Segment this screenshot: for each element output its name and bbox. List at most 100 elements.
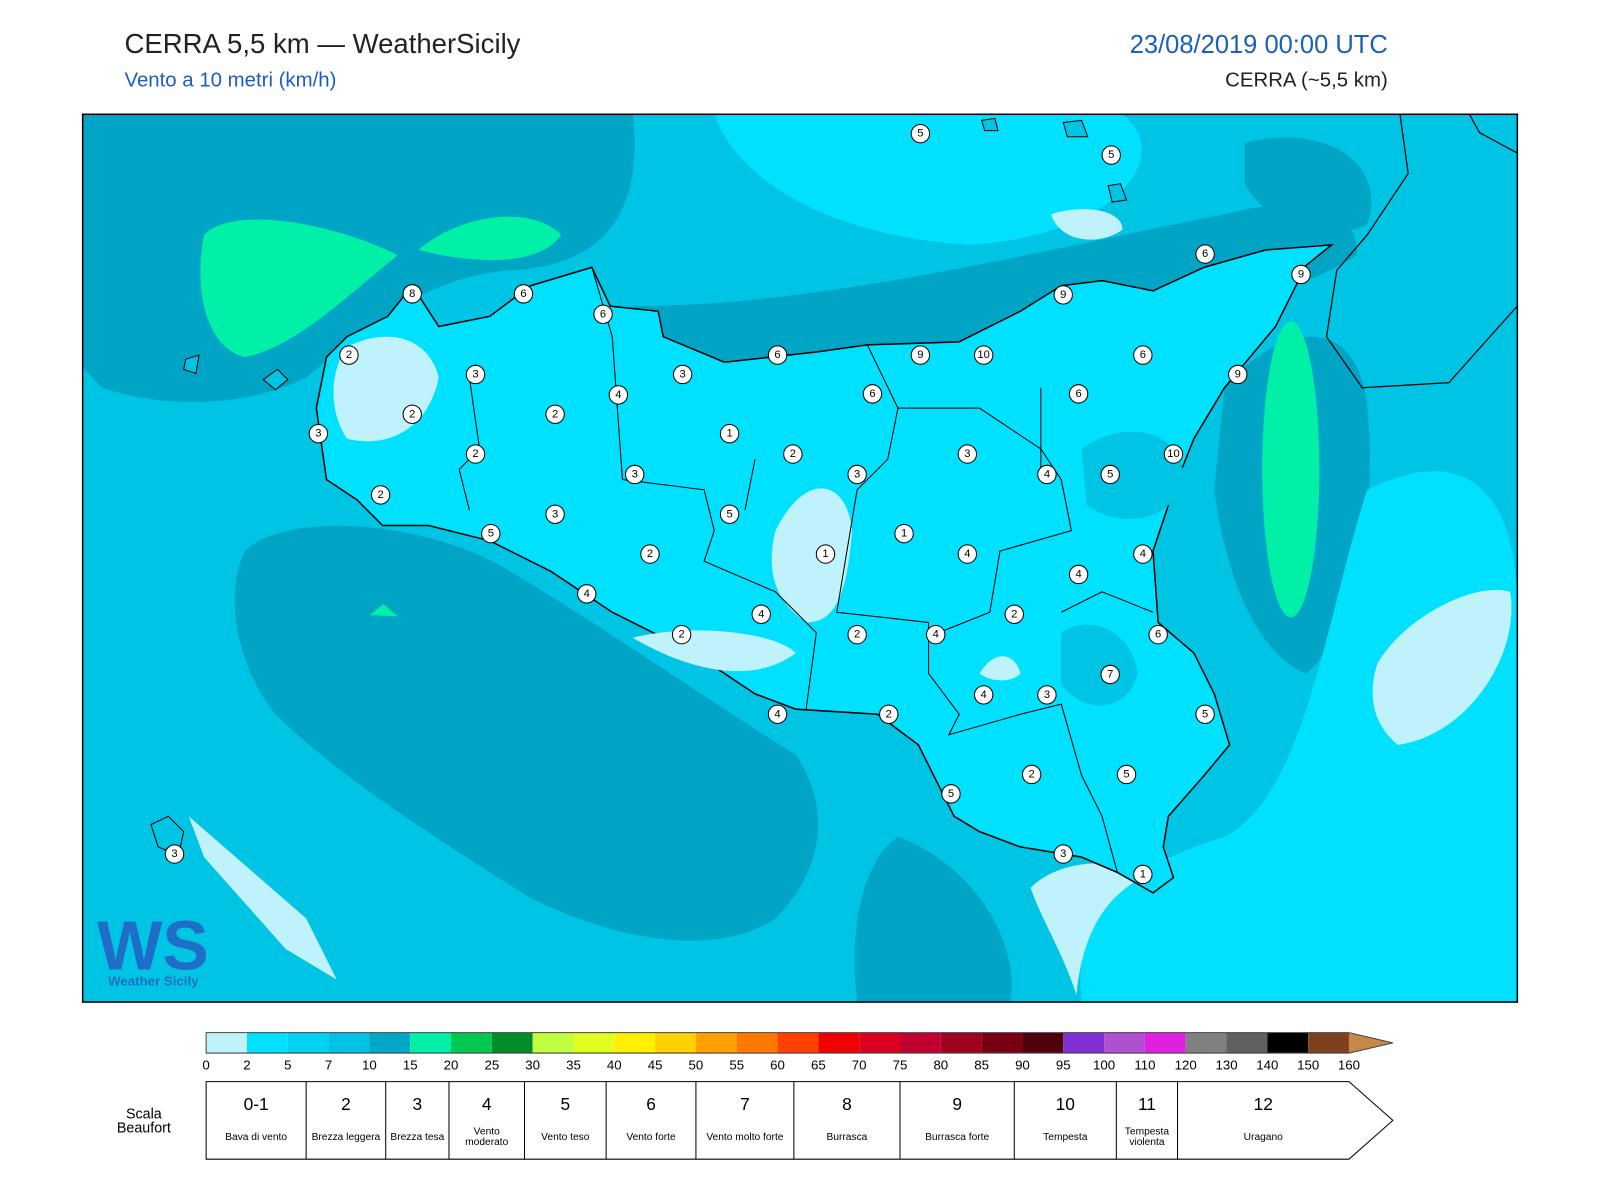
beaufort-force: 8 <box>842 1094 852 1114</box>
beaufort-force: 7 <box>740 1094 750 1114</box>
station-marker <box>1291 264 1311 285</box>
beaufort-force: 11 <box>1138 1094 1156 1114</box>
station-marker <box>164 844 185 864</box>
wind-area <box>1080 471 1518 1003</box>
beaufort-description-box: Vento moderato <box>465 1127 508 1147</box>
station-value: 10 <box>977 349 989 361</box>
beaufort-label: Scala Beaufort <box>116 1105 171 1136</box>
station-marker <box>1068 384 1089 404</box>
beaufort-scale: Scala Beaufort 0-1 Bava di vento 2 Brezza le… <box>116 1081 1394 1160</box>
colorbar-tick-label: 70 <box>852 1057 867 1072</box>
colorbar-segment <box>1308 1032 1349 1054</box>
colorbar-segment <box>573 1032 615 1054</box>
station-marker <box>513 284 534 304</box>
station-value: 4 <box>981 689 987 701</box>
station-marker <box>1133 544 1153 564</box>
station-marker <box>815 544 836 564</box>
colorbar-tick-label: 5 <box>284 1057 291 1072</box>
station-value: 3 <box>632 468 638 480</box>
colorbar-segment <box>736 1032 778 1054</box>
station-value: 2 <box>346 349 352 361</box>
station-value: 3 <box>1044 689 1050 701</box>
wind-area <box>979 656 1021 681</box>
colorbar-segment <box>900 1032 941 1054</box>
colorbar-outline <box>205 1032 1393 1054</box>
station-marker <box>1228 364 1248 385</box>
station-value: 3 <box>680 368 686 380</box>
station-marker <box>545 404 565 424</box>
station-value: 6 <box>1202 248 1208 260</box>
station-value: 4 <box>758 608 764 620</box>
colorbar-tick-label: 45 <box>648 1057 663 1072</box>
colorbar-tick-label: 30 <box>525 1057 540 1072</box>
beaufort-force: 6 <box>646 1094 656 1114</box>
map-frame <box>81 113 1519 1003</box>
stations: 5 5 6 9 8 6 6 9 2 6 9 10 6 3 3 9 4 6 6 2 2 3 1 2 2 3 10 3 3 4 5 2 3 5 5 1 2 1… <box>164 123 1311 885</box>
station-value: 5 <box>917 128 923 140</box>
colorbar-tick-label: 110 <box>1134 1057 1155 1072</box>
colorbar-tick-label: 140 <box>1256 1057 1278 1072</box>
colorbar-segment <box>206 1032 247 1054</box>
station-value: 6 <box>1075 388 1081 400</box>
station-value: 8 <box>409 288 415 300</box>
colorbar-segment <box>859 1032 900 1054</box>
subtitle: Vento a 10 metri (km/h) <box>124 70 336 92</box>
wind-area <box>369 604 398 617</box>
wind-area <box>1262 321 1320 618</box>
colorbar-segment <box>451 1032 492 1054</box>
station-marker <box>926 625 946 645</box>
station-marker <box>910 123 931 144</box>
colorbar-tick-label: 120 <box>1175 1057 1197 1072</box>
station-value: 1 <box>822 548 828 560</box>
station-marker <box>308 423 329 444</box>
colorbar-segment <box>1104 1032 1145 1054</box>
station-marker <box>370 485 391 505</box>
colorbar-extension <box>1348 1032 1393 1054</box>
beaufort-description-box: Brezza tesa <box>390 1131 445 1143</box>
map: 5 5 6 9 8 6 6 9 2 6 9 10 6 3 3 9 4 6 6 2 2 3 1 2 2 3 10 3 3 4 5 2 3 5 5 1 2 1… <box>82 114 1518 1003</box>
station-value: 3 <box>315 428 321 440</box>
station-marker <box>1195 244 1215 264</box>
beaufort-description-box: Vento teso <box>541 1132 589 1142</box>
wind-area <box>188 816 337 980</box>
station-marker <box>862 384 883 404</box>
colorbar-tick-label: 100 <box>1093 1057 1115 1072</box>
station-marker <box>751 604 771 624</box>
colorbar-segment <box>1063 1032 1105 1054</box>
station-value: 1 <box>1140 868 1146 880</box>
colorbar-tick-label: 75 <box>893 1057 908 1072</box>
colorbar-tick-label: 60 <box>770 1057 785 1072</box>
beaufort-description: Brezza tesa <box>390 1131 445 1143</box>
colorbar-segment <box>491 1032 533 1054</box>
station-value: 5 <box>948 788 954 800</box>
station-value: 5 <box>726 508 732 520</box>
colorbar-segment <box>328 1032 370 1054</box>
colorbar-tick-label: 95 <box>1056 1057 1071 1072</box>
beaufort-force: 5 <box>560 1094 570 1114</box>
calabria <box>1325 114 1518 389</box>
colorbar-tick-label: 50 <box>689 1057 704 1072</box>
wind-area <box>714 114 1142 245</box>
station-value: 5 <box>1202 708 1208 720</box>
station-value: 3 <box>472 368 478 380</box>
station-value: 4 <box>774 708 780 720</box>
station-value: 5 <box>1107 468 1113 480</box>
station-marker <box>640 544 660 564</box>
station-marker <box>1053 844 1073 864</box>
beaufort-description: Tempesta violenta <box>1124 1126 1170 1148</box>
station-marker <box>941 784 961 804</box>
beaufort-description-box: Tempesta violenta <box>1124 1126 1170 1148</box>
island <box>183 354 200 375</box>
station-marker <box>339 345 359 365</box>
colorbar-tick-label: 0 <box>202 1057 209 1072</box>
station-value: 6 <box>600 308 606 320</box>
colorbar-segment <box>1144 1032 1186 1054</box>
station-marker <box>1163 444 1184 464</box>
colorbar-segment <box>818 1032 860 1054</box>
station-marker <box>1037 685 1057 705</box>
beaufort-description-box: Burrasca forte <box>925 1132 989 1142</box>
station-marker <box>1068 564 1089 585</box>
colorbar-tick-label: 7 <box>325 1057 332 1072</box>
station-marker <box>910 345 931 365</box>
